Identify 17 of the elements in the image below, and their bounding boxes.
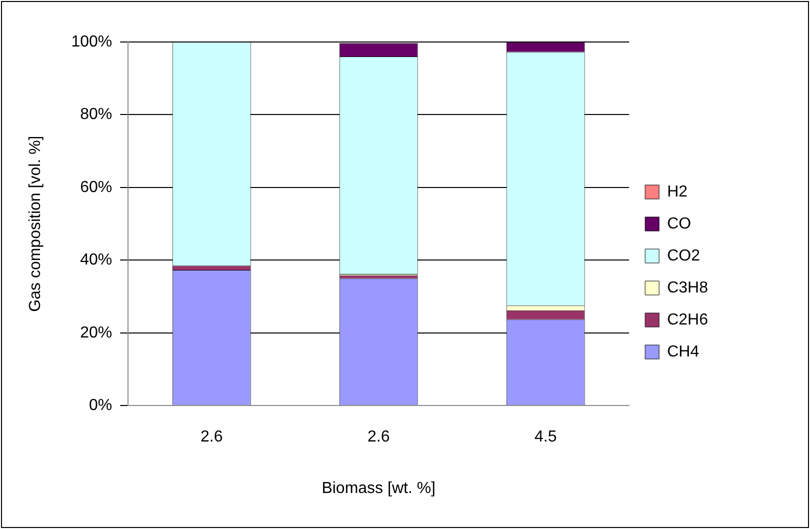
legend-label: C2H6 [667, 311, 708, 328]
x-tick-label: 2.6 [367, 428, 390, 446]
legend-label: CH4 [667, 343, 700, 360]
y-tick-label: 100% [71, 33, 112, 50]
y-tick-label: 60% [80, 178, 112, 196]
y-axis-title: Gas composition [vol. %] [27, 136, 44, 312]
legend-label: H2 [667, 183, 688, 200]
legend-label: C3H8 [667, 279, 708, 296]
x-axis-title: Biomass [wt. %] [322, 480, 436, 497]
legend-label: CO [667, 215, 692, 232]
y-tick-label: 80% [80, 106, 112, 124]
x-tick-label: 4.5 [534, 428, 557, 446]
y-tick-label: 0% [88, 397, 112, 414]
x-tick-label: 2.6 [200, 428, 223, 446]
legend-label: CO2 [667, 247, 700, 264]
y-tick-label: 20% [80, 324, 112, 342]
y-tick-label: 40% [80, 252, 112, 269]
